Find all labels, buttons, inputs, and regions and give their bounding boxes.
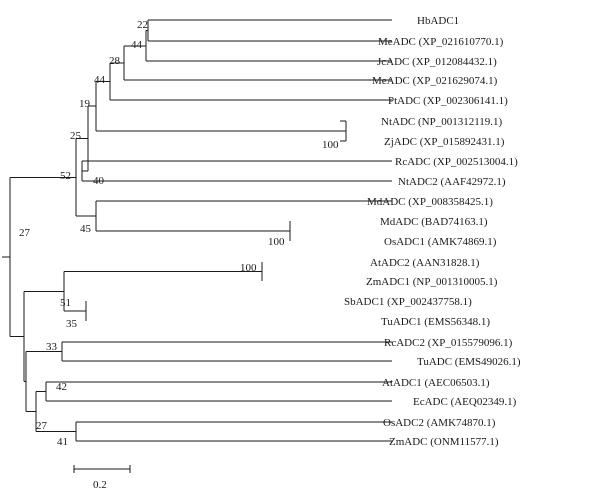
support-value: 45 bbox=[80, 223, 92, 235]
support-value: 100 bbox=[322, 139, 339, 151]
support-value: 19 bbox=[79, 98, 91, 110]
taxon-label: RcADC (XP_002513004.1) bbox=[395, 156, 518, 168]
taxon-label: MeADC (XP_021610770.1) bbox=[378, 36, 504, 48]
support-value: 100 bbox=[268, 236, 285, 248]
scale-bar: 0.2 bbox=[73, 465, 131, 491]
taxon-label: OsADC1 (AMK74869.1) bbox=[384, 236, 497, 248]
taxon-label: RcADC2 (XP_015579096.1) bbox=[384, 337, 513, 349]
support-value: 27 bbox=[19, 227, 31, 239]
taxon-label: SbADC1 (XP_002437758.1) bbox=[344, 296, 472, 308]
tree-branches bbox=[2, 19, 392, 442]
support-value: 100 bbox=[240, 262, 257, 274]
support-value: 44 bbox=[131, 39, 143, 51]
support-value: 27 bbox=[36, 420, 48, 432]
taxon-label: MeADC (XP_021629074.1) bbox=[372, 75, 498, 87]
support-value: 25 bbox=[70, 130, 82, 142]
support-value: 35 bbox=[66, 318, 78, 330]
support-value: 52 bbox=[60, 170, 71, 182]
taxon-label: ZmADC (ONM11577.1) bbox=[389, 436, 499, 448]
taxon-label: AtADC1 (AEC06503.1) bbox=[382, 377, 490, 389]
taxon-label: NtADC2 (AAF42972.1) bbox=[398, 176, 506, 188]
taxon-label: ZjADC (XP_015892431.1) bbox=[384, 136, 505, 148]
taxon-label: EcADC (AEQ02349.1) bbox=[413, 396, 517, 408]
taxon-label: MdADC (BAD74163.1) bbox=[380, 216, 488, 228]
support-value: 42 bbox=[56, 381, 67, 393]
taxon-labels: HbADC1 MeADC (XP_021610770.1) JcADC (XP_01… bbox=[344, 15, 521, 448]
taxon-label: TuADC1 (EMS56348.1) bbox=[381, 316, 490, 328]
support-value: 51 bbox=[60, 297, 71, 309]
taxon-label: ZmADC1 (NP_001310005.1) bbox=[366, 276, 498, 288]
support-value: 41 bbox=[57, 436, 68, 448]
support-value: 22 bbox=[137, 19, 148, 31]
support-value: 28 bbox=[109, 55, 121, 67]
taxon-label: OsADC2 (AMK74870.1) bbox=[383, 417, 496, 429]
support-value: 33 bbox=[46, 341, 58, 353]
taxon-label: HbADC1 bbox=[417, 15, 459, 27]
taxon-label: MdADC (XP_008358425.1) bbox=[367, 196, 493, 208]
scale-bar-label: 0.2 bbox=[93, 479, 107, 491]
taxon-label: PtADC (XP_002306141.1) bbox=[388, 95, 508, 107]
support-value: 40 bbox=[93, 175, 105, 187]
support-values: 2244284419100254052451002710051353342274… bbox=[19, 19, 339, 448]
taxon-label: NtADC (NP_001312119.1) bbox=[381, 116, 503, 128]
taxon-label: AtADC2 (AAN31828.1) bbox=[370, 257, 480, 269]
taxon-label: TuADC (EMS49026.1) bbox=[417, 356, 521, 368]
support-value: 44 bbox=[94, 74, 106, 86]
taxon-label: JcADC (XP_012084432.1) bbox=[377, 56, 497, 68]
